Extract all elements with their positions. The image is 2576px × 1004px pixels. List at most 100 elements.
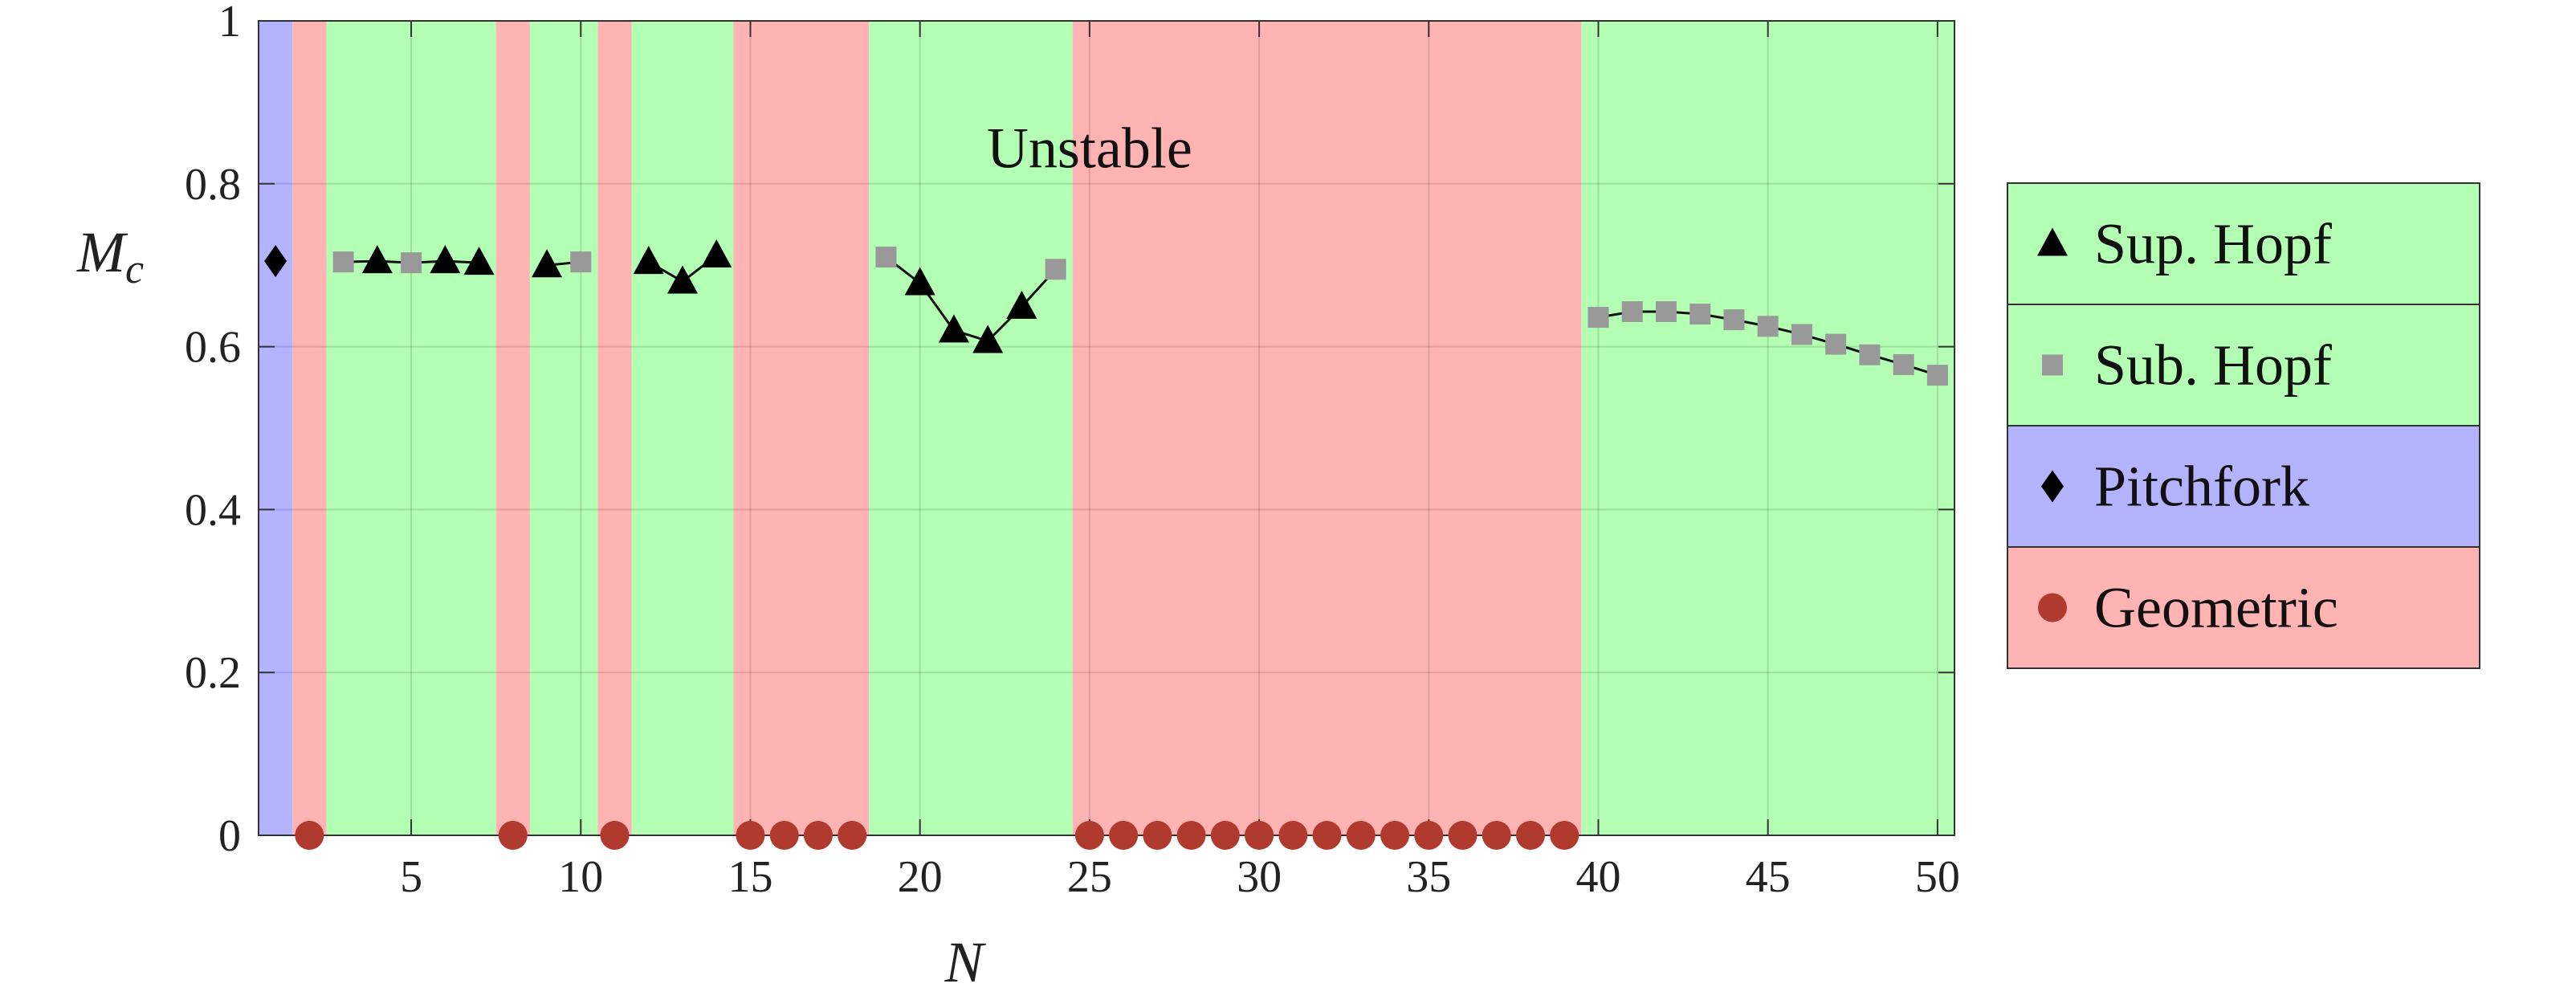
legend: Sup. Hopf Sub. Hopf Pitchfork Geometric [2007, 182, 2480, 669]
legend-label: Pitchfork [2094, 455, 2309, 519]
sup-hopf-point [972, 324, 1004, 353]
legend-marker-pitchfork [2041, 470, 2064, 503]
geometric-point [1176, 821, 1206, 850]
legend-marker-sup-hopf [2037, 227, 2068, 256]
x-tick-label: 10 [558, 852, 603, 902]
sup-hopf-point [633, 246, 664, 275]
legend-swatch-bg [2007, 182, 2480, 305]
geometric-point [1346, 821, 1376, 850]
geometric-point [1482, 821, 1511, 850]
legend-item: Sup. Hopf [2007, 182, 2480, 305]
sub-hopf-point [1723, 309, 1745, 331]
sub-hopf-point [1045, 259, 1066, 280]
sub-hopf-point [1791, 324, 1812, 345]
region-geometric [733, 21, 870, 835]
geometric-point [1380, 821, 1410, 850]
y-tick-label: 0.8 [185, 160, 241, 210]
sub-hopf-point [1859, 344, 1881, 365]
y-axis-label-main: M [76, 220, 128, 284]
sup-hopf-point [1006, 290, 1037, 319]
x-tick-label: 15 [728, 852, 772, 902]
sup-hopf-point [701, 239, 732, 268]
sub-hopf-point [401, 252, 422, 274]
geometric-point [736, 821, 765, 850]
geometric-point [838, 821, 867, 850]
sub-hopf-point [332, 251, 354, 273]
legend-swatch-bg [2007, 546, 2480, 669]
region-geometric [292, 21, 327, 835]
sub-hopf-point [1655, 300, 1677, 322]
geometric-point [1550, 821, 1579, 850]
region-hopf [326, 21, 496, 835]
sup-hopf-point [667, 265, 698, 294]
legend-label: Geometric [2094, 576, 2338, 640]
sup-hopf-point [463, 247, 495, 275]
geometric-point [600, 821, 630, 850]
x-tick-label: 5 [400, 852, 422, 902]
sup-hopf-point [532, 249, 563, 278]
legend-swatch-bg [2007, 425, 2480, 548]
sub-hopf-point [1926, 365, 1948, 386]
x-tick-label: 45 [1746, 852, 1791, 902]
sub-hopf-point [875, 247, 897, 268]
x-tick-label: 50 [1915, 852, 1960, 902]
geometric-point [1414, 821, 1444, 850]
sup-hopf-point [361, 245, 393, 274]
y-axis-label-subscript: c [125, 247, 144, 292]
region-hopf [529, 21, 598, 835]
region-hopf [869, 21, 1073, 835]
geometric-point [295, 821, 324, 850]
y-tick-label: 0 [218, 811, 241, 861]
sub-hopf-point [1893, 353, 1914, 375]
sub-hopf-point [570, 251, 592, 273]
x-tick-label: 35 [1406, 852, 1451, 902]
y-tick-label: 0.6 [185, 323, 241, 373]
grid-lines [259, 20, 1954, 836]
geometric-point [803, 821, 833, 850]
y-tick-label: 0.4 [185, 485, 241, 535]
region-geometric [1072, 21, 1582, 835]
geometric-point [1074, 821, 1104, 850]
x-tick-label: 20 [898, 852, 943, 902]
region-hopf [1581, 21, 1954, 835]
y-axis-label: Mc [76, 220, 144, 292]
legend-item: Pitchfork [2007, 425, 2480, 548]
geometric-point [1210, 821, 1240, 850]
geometric-point [1312, 821, 1342, 850]
geometric-point [1278, 821, 1308, 850]
plot-frame [258, 20, 1955, 836]
region-hopf [631, 21, 734, 835]
geometric-point [1245, 821, 1274, 850]
legend-marker-geometric [2038, 593, 2067, 622]
region-geometric [597, 21, 632, 835]
legend-label: Sup. Hopf [2094, 212, 2332, 276]
geometric-point [1516, 821, 1545, 850]
geometric-point [769, 821, 799, 850]
sub-hopf-point [1621, 300, 1643, 322]
legend-item: Sub. Hopf [2007, 304, 2480, 426]
x-tick-label: 30 [1237, 852, 1282, 902]
sup-hopf-point [904, 267, 935, 296]
sub-hopf-point [1689, 304, 1711, 325]
geometric-point [1143, 821, 1172, 850]
y-tick-label: 1 [218, 0, 241, 47]
stability-regions [259, 21, 1954, 835]
sup-hopf-point [938, 314, 969, 343]
sub-hopf-point [1825, 333, 1847, 355]
pitchfork-point [264, 245, 287, 278]
legend-label: Sub. Hopf [2094, 333, 2332, 398]
axis-ticks: 5 10 15 20 25 30 35 40 45 50 0 0.2 0.4 0.6 0.8 1 [185, 0, 1960, 902]
legend-marker-sub-hopf [2042, 354, 2063, 376]
sup-hopf-point [430, 245, 461, 274]
geometric-point [1109, 821, 1139, 850]
y-tick-label: 0.2 [185, 648, 241, 698]
geometric-point [498, 821, 528, 850]
sub-hopf-point [1588, 307, 1609, 329]
x-tick-label: 25 [1067, 852, 1112, 902]
unstable-annotation: Unstable [987, 116, 1192, 181]
data-markers [264, 239, 1948, 850]
sub-hopf-point [1757, 316, 1779, 337]
region-pitchfork [259, 21, 293, 835]
x-tick-label: 40 [1575, 852, 1620, 902]
